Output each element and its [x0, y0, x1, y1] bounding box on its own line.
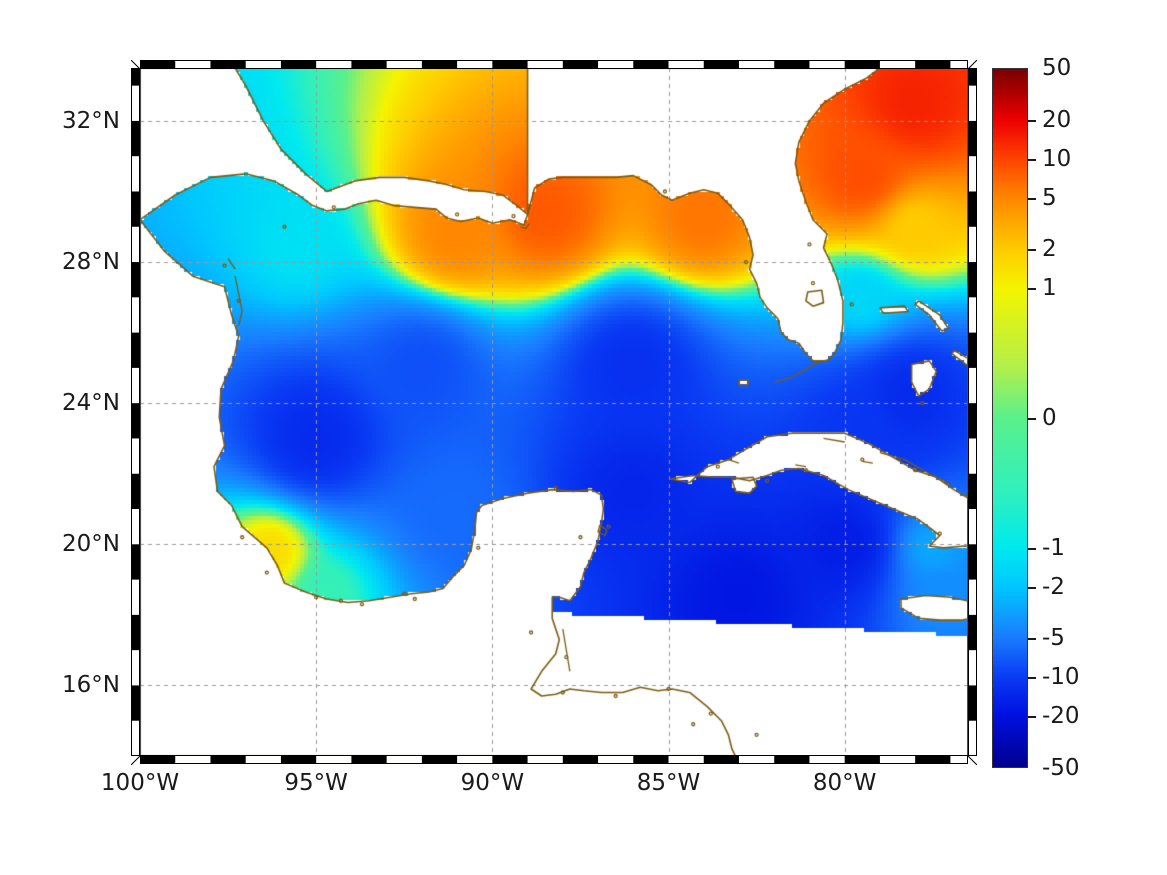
colorbar-tick-label-10: 10: [1042, 145, 1072, 172]
colorbar-tick-mark-11: [1028, 120, 1036, 122]
colorbar-tick-mark-5: [1028, 548, 1036, 550]
x-tick-label-3: 85°W: [636, 770, 701, 796]
colorbar-tick-label-0: -50: [1042, 755, 1080, 781]
frame-corner-bevel-bottomright: [967, 755, 977, 765]
frame-corner-bevel-topright: [967, 60, 977, 70]
x-tick-label-4: 80°W: [812, 770, 877, 796]
axis-tick-band-bottom: [140, 755, 968, 764]
x-tick-label-0: 100°W: [100, 770, 180, 796]
colorbar-tick-label-4: -2: [1042, 573, 1065, 600]
colorbar-tick-mark-7: [1028, 288, 1036, 290]
colorbar-tick-label-6: 0: [1042, 405, 1057, 431]
colorbar-tick-label-2: -10: [1042, 664, 1080, 691]
colorbar-tick-label-11: 20: [1042, 106, 1072, 133]
axis-tick-band-left: [131, 68, 140, 756]
y-tick-label-0: 32°N: [62, 107, 120, 134]
colorbar-tick-mark-9: [1028, 198, 1036, 200]
y-tick-label-3: 20°N: [62, 531, 120, 558]
colorbar-tick-label-9: 5: [1042, 184, 1057, 211]
x-tick-label-2: 90°W: [460, 770, 525, 796]
colorbar-gradient: [992, 68, 1028, 768]
colorbar-tick-mark-3: [1028, 638, 1036, 640]
colorbar-tick-label-8: 2: [1042, 236, 1057, 263]
y-tick-label-4: 16°N: [62, 672, 120, 699]
colorbar-tick-mark-10: [1028, 159, 1036, 161]
x-tick-label-1: 95°W: [284, 770, 348, 796]
y-tick-label-1: 28°N: [62, 249, 120, 276]
colorbar-tick-mark-4: [1028, 587, 1036, 589]
colorbar-tick-mark-2: [1028, 677, 1036, 679]
colorbar-tick-label-7: 1: [1042, 275, 1057, 302]
frame-corner-bevel-bottomleft: [131, 755, 141, 765]
map-axes[interactable]: [140, 68, 968, 756]
colorbar-tick-label-3: -5: [1042, 625, 1065, 652]
colorbar-tick-mark-1: [1028, 716, 1036, 718]
y-tick-label-2: 24°N: [62, 390, 120, 417]
colorbar-tick-label-1: -20: [1042, 703, 1080, 730]
map-data-canvas[interactable]: [140, 68, 968, 756]
colorbar-tick-label-12: 50: [1042, 55, 1072, 81]
axis-tick-band-right: [968, 68, 977, 756]
colorbar-tick-mark-6: [1028, 418, 1036, 420]
colorbar[interactable]: [992, 68, 1028, 768]
colorbar-tick-label-5: -1: [1042, 534, 1065, 561]
colorbar-tick-mark-8: [1028, 249, 1036, 251]
